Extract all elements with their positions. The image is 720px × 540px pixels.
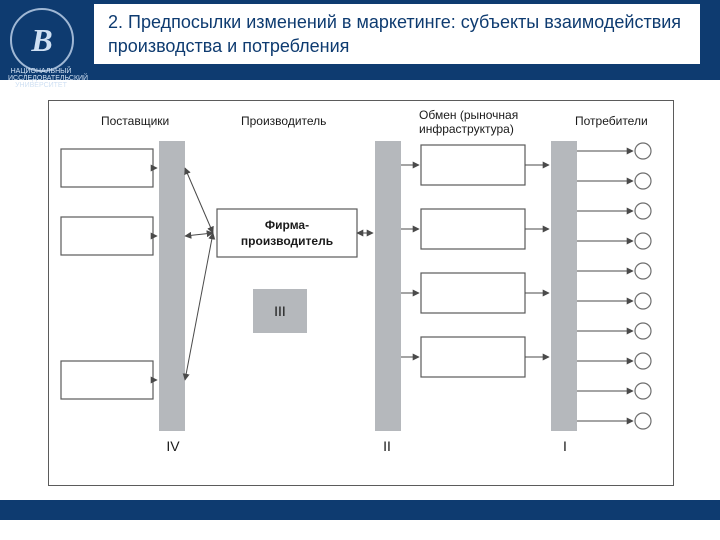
producer-label: производитель xyxy=(241,234,333,248)
supplier-box-1 xyxy=(61,217,153,255)
footer-band xyxy=(0,500,720,520)
consumer-circle-7 xyxy=(635,353,651,369)
stage-label: III xyxy=(274,303,286,319)
logo-letter: В xyxy=(31,22,52,59)
diagram-frame: Поставщики Производитель Обмен (рыночнаяин… xyxy=(48,100,674,486)
consumer-circle-4 xyxy=(635,263,651,279)
exchange-box-1 xyxy=(421,209,525,249)
supplier-box-2 xyxy=(61,361,153,399)
logo-circle: В xyxy=(10,8,74,72)
roman-II: II xyxy=(383,438,391,454)
stripe-0 xyxy=(159,141,185,431)
exchange-box-3 xyxy=(421,337,525,377)
label-suppliers: Поставщики xyxy=(101,114,169,128)
supplier-box-0 xyxy=(61,149,153,187)
consumer-circle-9 xyxy=(635,413,651,429)
consumer-circle-1 xyxy=(635,173,651,189)
logo-caption: НАЦИОНАЛЬНЫЙ ИССЛЕДОВАТЕЛЬСКИЙ УНИВЕРСИТ… xyxy=(8,68,74,89)
consumer-circle-5 xyxy=(635,293,651,309)
diagram-svg: Поставщики Производитель Обмен (рыночнаяин… xyxy=(49,101,673,485)
label-consumers: Потребители xyxy=(575,114,648,128)
slide: В НАЦИОНАЛЬНЫЙ ИССЛЕДОВАТЕЛЬСКИЙ УНИВЕРС… xyxy=(0,0,720,540)
arrow-supplier-producer xyxy=(185,233,213,236)
roman-IV: IV xyxy=(166,438,180,454)
producer-label: Фирма- xyxy=(265,218,309,232)
stripe-1 xyxy=(375,141,401,431)
consumer-circle-3 xyxy=(635,233,651,249)
label-producer: Производитель xyxy=(241,114,326,128)
exchange-box-0 xyxy=(421,145,525,185)
exchange-box-2 xyxy=(421,273,525,313)
arrow-supplier-producer xyxy=(185,168,213,233)
consumer-circle-0 xyxy=(635,143,651,159)
consumer-circle-6 xyxy=(635,323,651,339)
slide-title: 2. Предпосылки изменений в маркетинге: с… xyxy=(108,10,686,59)
roman-I: I xyxy=(563,438,567,454)
producer-box xyxy=(217,209,357,257)
arrow-supplier-producer xyxy=(185,233,213,380)
label-exchange: Обмен (рыночная xyxy=(419,108,518,122)
label-exchange-2: инфраструктура) xyxy=(419,122,514,136)
consumer-circle-2 xyxy=(635,203,651,219)
stripe-2 xyxy=(551,141,577,431)
title-box: 2. Предпосылки изменений в маркетинге: с… xyxy=(90,4,700,64)
consumer-circle-8 xyxy=(635,383,651,399)
